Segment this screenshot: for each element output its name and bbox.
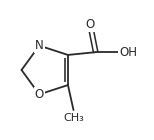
Text: O: O [35, 88, 44, 101]
Text: N: N [35, 39, 44, 52]
Text: O: O [85, 18, 95, 31]
Text: OH: OH [119, 46, 137, 59]
Text: CH₃: CH₃ [63, 113, 84, 123]
